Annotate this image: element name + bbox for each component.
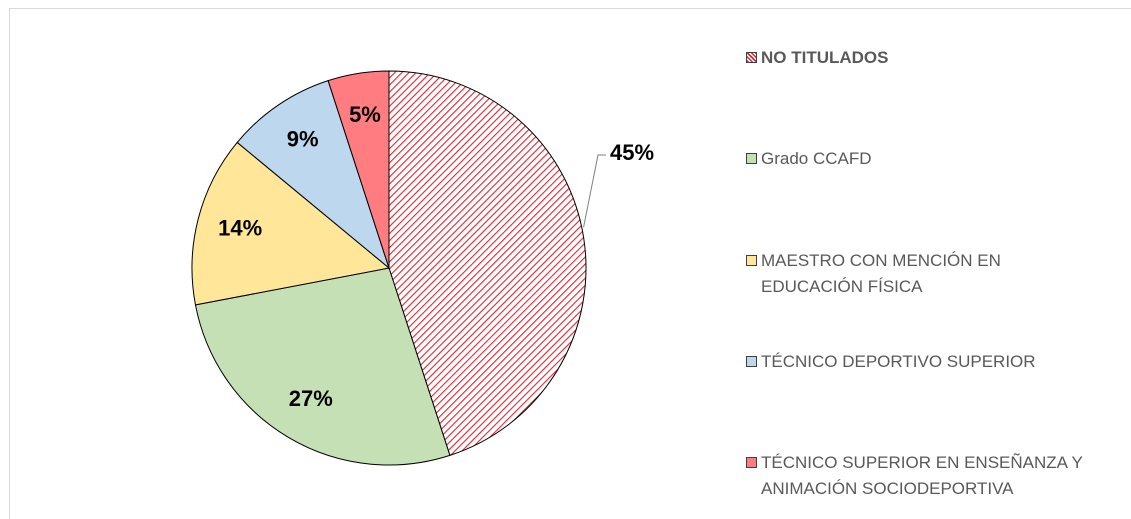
legend-item: Grado CCAFD [746, 146, 872, 172]
data-label: 9% [287, 127, 319, 152]
pie-slice [388, 70, 587, 456]
legend-item: NO TITULADOS [746, 45, 889, 71]
legend-label: MAESTRO CON MENCIÓN EN EDUCACIÓN FÍSICA [761, 251, 1001, 296]
data-label: 27% [289, 386, 333, 411]
data-label: 14% [218, 216, 262, 241]
legend-swatch [746, 52, 757, 63]
leader-line [583, 154, 606, 228]
legend-item: MAESTRO CON MENCIÓN EN EDUCACIÓN FÍSICA [746, 248, 1051, 300]
pie-slice [194, 267, 451, 466]
pie-slice [236, 80, 391, 270]
legend-swatch [746, 356, 757, 367]
legend-item: TÉCNICO SUPERIOR EN ENSEÑANZA Y ANIMACIÓ… [746, 450, 1111, 502]
legend-label: NO TITULADOS [761, 48, 889, 67]
legend-label: Grado CCAFD [761, 149, 872, 168]
legend-swatch [746, 153, 757, 164]
chart-border [9, 8, 1131, 519]
legend-swatch [746, 255, 757, 266]
legend-item: TÉCNICO DEPORTIVO SUPERIOR [746, 349, 1036, 375]
pie-slice [327, 70, 390, 269]
legend-label: TÉCNICO DEPORTIVO SUPERIOR [761, 352, 1036, 371]
legend-label: TÉCNICO SUPERIOR EN ENSEÑANZA Y ANIMACIÓ… [761, 453, 1083, 498]
pie-slice [191, 141, 391, 306]
data-label: 5% [349, 102, 381, 127]
data-label: 45% [610, 140, 654, 165]
legend-swatch [746, 457, 757, 468]
